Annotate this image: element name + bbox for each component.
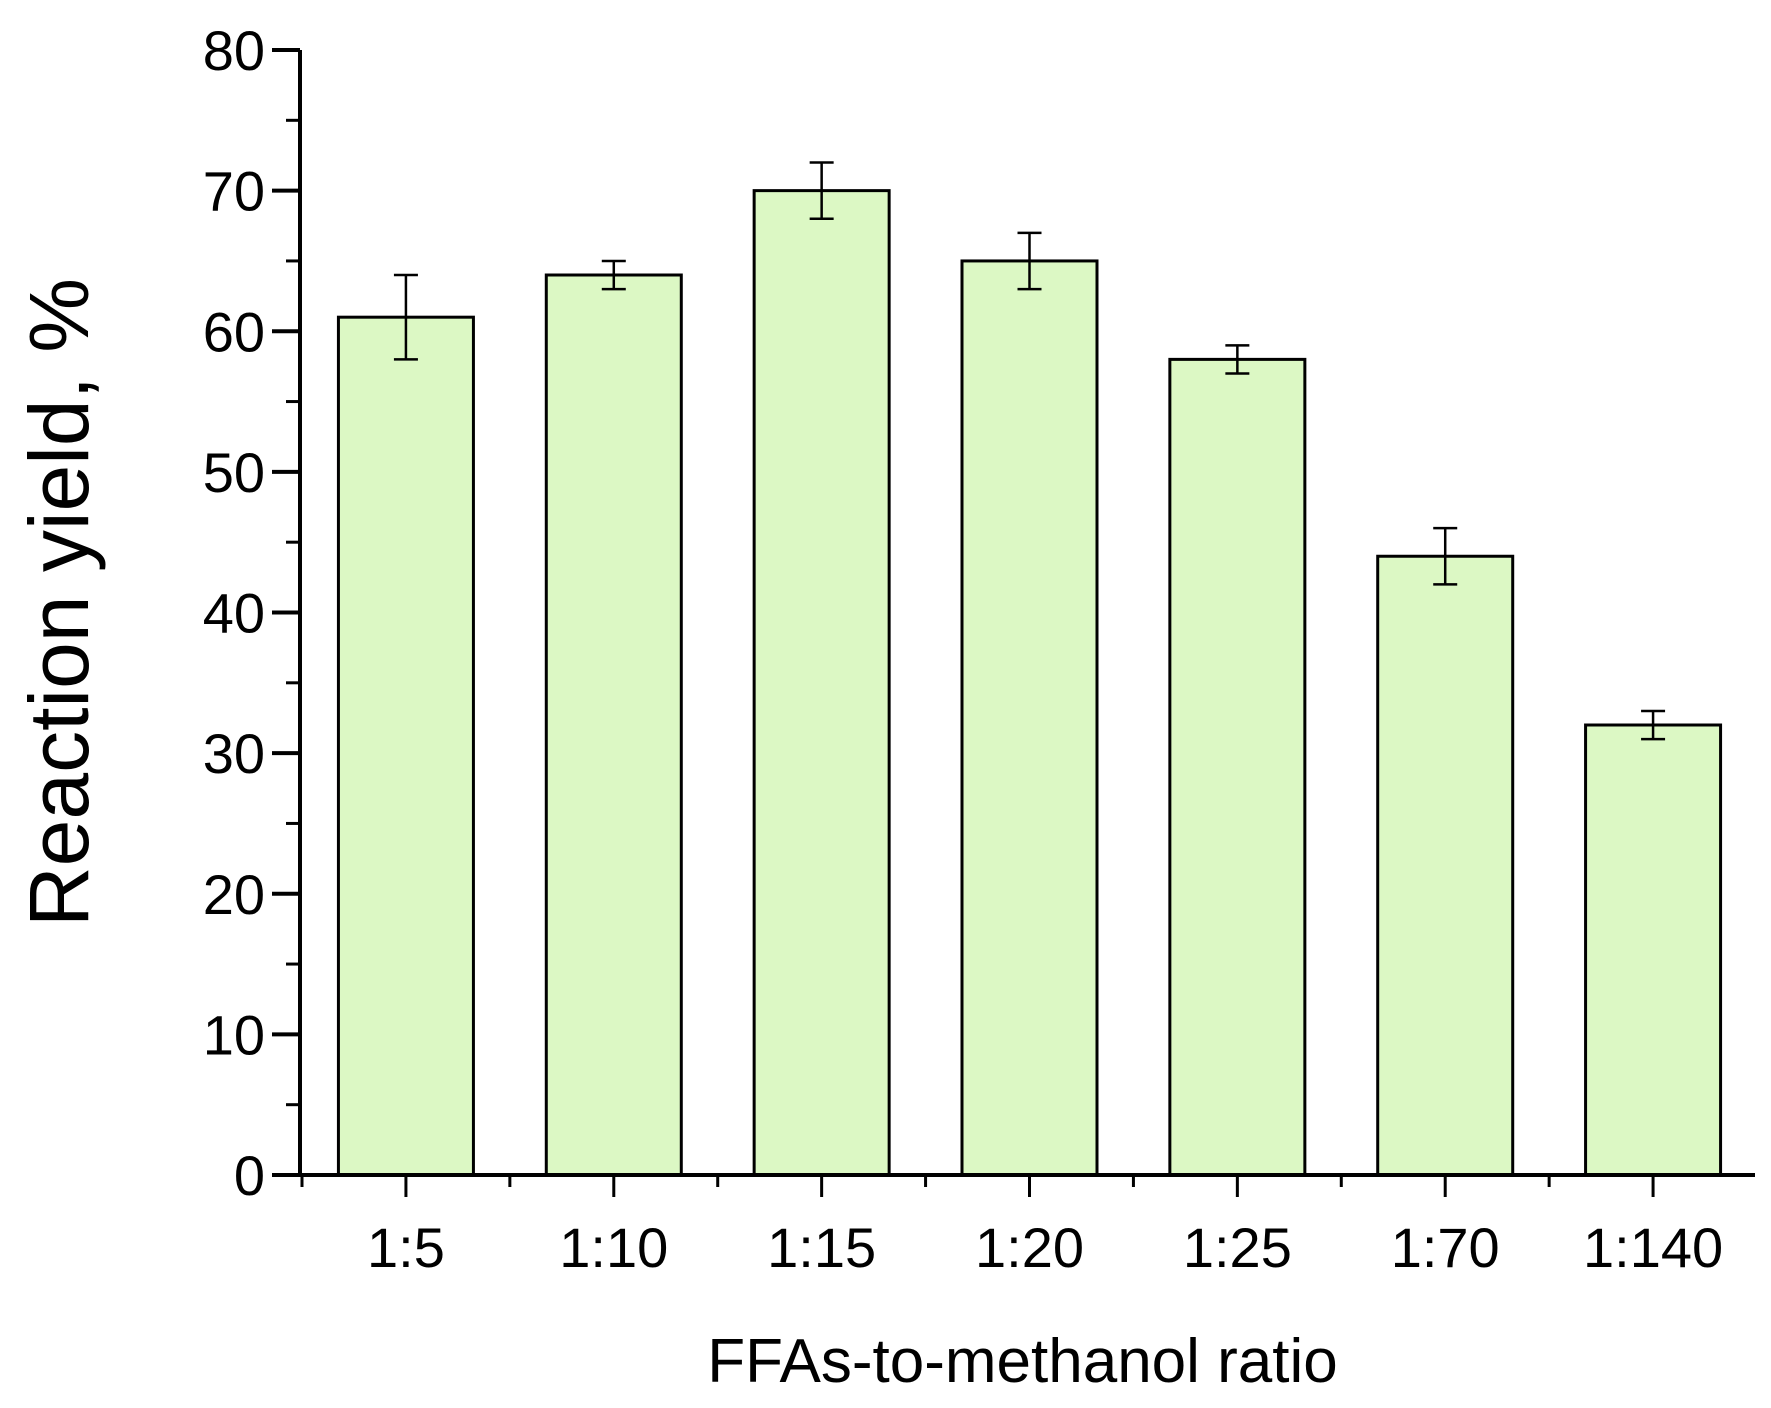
y-tick-label: 40 (203, 582, 265, 645)
bars-layer (336, 189, 1723, 1177)
y-axis-title: Reaction yield, % (12, 278, 106, 927)
y-tick-label: 30 (203, 722, 265, 785)
bar-1:5 (336, 315, 475, 1177)
x-tick-label: 1:140 (1583, 1216, 1723, 1279)
bar-1:25 (1168, 357, 1307, 1177)
x-tick-label: 1:25 (1183, 1216, 1292, 1279)
bar-1:70 (1376, 554, 1515, 1177)
bar-1:20 (960, 259, 1099, 1177)
x-tick-label: 1:70 (1391, 1216, 1500, 1279)
y-tick-label: 50 (203, 441, 265, 504)
error-bar-1:15 (809, 161, 834, 220)
y-tick-label: 0 (234, 1144, 265, 1207)
error-bar-1:25 (1225, 344, 1250, 375)
error-bar-1:140 (1641, 709, 1666, 741)
bar-1:15 (752, 189, 891, 1177)
y-tick-label: 10 (203, 1003, 265, 1066)
x-axis-title: FFAs-to-methanol ratio (707, 1327, 1338, 1396)
y-tick-label: 70 (203, 160, 265, 223)
error-bar-1:70 (1433, 526, 1458, 586)
y-tick-label: 20 (203, 863, 265, 926)
y-ticks-layer: 0 10 20 30 40 50 60 70 80 (203, 19, 300, 1207)
x-tick-label: 1:20 (975, 1216, 1084, 1279)
x-tick-label: 1:5 (367, 1216, 445, 1279)
x-tick-label: 1:15 (767, 1216, 876, 1279)
x-ticks-layer: 1:5 1:10 1:15 1:20 1:25 1:70 1:140 (300, 1175, 1723, 1279)
error-bar-1:5 (393, 273, 418, 361)
error-bar-1:20 (1017, 231, 1042, 291)
x-tick-label: 1:10 (559, 1216, 668, 1279)
error-bars-layer (393, 161, 1666, 741)
bar-1:140 (1584, 723, 1723, 1177)
bar-1:10 (544, 273, 683, 1177)
y-tick-label: 60 (203, 300, 265, 363)
y-tick-label: 80 (203, 19, 265, 82)
error-bar-1:10 (601, 259, 626, 291)
